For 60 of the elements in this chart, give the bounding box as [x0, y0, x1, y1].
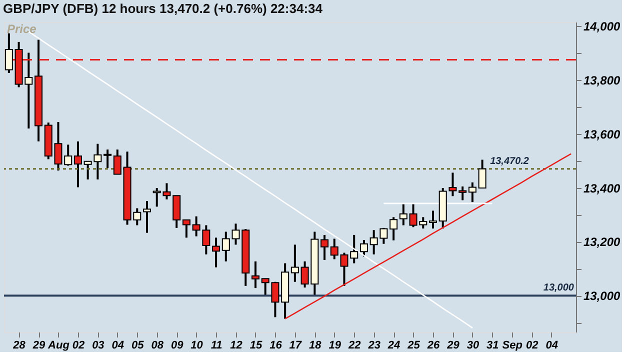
y-tick-label: 14,000 — [584, 20, 621, 34]
x-tick-label: 26 — [426, 340, 440, 352]
x-tick-label: 08 — [151, 340, 164, 352]
candlestick — [4, 32, 13, 74]
x-tick-label: 15 — [250, 340, 263, 352]
candlestick — [478, 158, 486, 190]
x-tick-label: 24 — [386, 340, 400, 352]
x-tick-label: 22 — [347, 340, 361, 352]
x-tick-label: 29 — [32, 340, 46, 352]
y-tick-label: 13,800 — [584, 73, 621, 88]
annotation: Price — [7, 22, 37, 36]
x-tick-label: 12 — [230, 340, 242, 352]
candlestick — [320, 234, 329, 262]
candlestick — [251, 260, 260, 290]
x-tick-label: 11 — [210, 340, 222, 352]
x-tick-label: 23 — [367, 340, 380, 352]
x-tick-label: 25 — [406, 340, 421, 352]
candlestick — [74, 140, 82, 188]
candlestick — [399, 203, 408, 226]
y-tick-label: 13,600 — [584, 127, 621, 142]
candlestick — [458, 185, 467, 202]
candlestick — [468, 181, 476, 204]
x-tick-label: 16 — [270, 340, 283, 352]
candlestick — [113, 148, 122, 176]
candlestick — [350, 234, 358, 264]
x-tick-label: 02 — [72, 340, 85, 352]
x-tick-label: 09 — [170, 340, 184, 352]
y-tick-label: 13,400 — [584, 181, 621, 196]
candlestick — [143, 200, 151, 234]
x-tick-label: 03 — [92, 340, 104, 352]
x-tick-label: Aug — [47, 340, 70, 352]
x-tick-label: 29 — [446, 340, 460, 352]
candlestick — [390, 216, 398, 242]
ref-line-label: 13,470.2 — [490, 156, 530, 167]
x-tick-label: 10 — [190, 340, 204, 352]
x-tick-label: 28 — [12, 340, 26, 352]
candlestick — [360, 239, 368, 258]
x-tick-label: 04 — [546, 340, 558, 352]
chart-title: GBP/JPY (DFB) 12 hours 13,470.2 (+0.76%) 22:34:34 — [3, 1, 324, 16]
x-tick-label: 18 — [309, 340, 322, 352]
candlestick — [182, 218, 190, 239]
x-tick-label: Sep — [502, 340, 523, 352]
y-tick-label: 13,000 — [584, 289, 621, 304]
x-tick-label: 30 — [466, 340, 480, 352]
x-tick-label: 04 — [112, 340, 124, 352]
line-series — [284, 153, 572, 320]
candlestick — [212, 236, 220, 268]
x-tick-label: 17 — [289, 340, 302, 352]
candlestick — [222, 230, 230, 262]
candlestick — [104, 148, 112, 170]
x-tick-label: 19 — [328, 340, 342, 352]
candlestick — [64, 144, 72, 167]
candlestick — [448, 172, 457, 198]
y-tick-label: 13,200 — [584, 235, 621, 250]
candlestick — [429, 210, 437, 230]
x-tick-label: 02 — [526, 340, 538, 352]
ref-line-label: 13,000 — [543, 282, 574, 294]
candlestick — [290, 244, 299, 283]
x-tick-label: 31 — [486, 340, 499, 352]
x-tick-label: 05 — [132, 340, 145, 352]
